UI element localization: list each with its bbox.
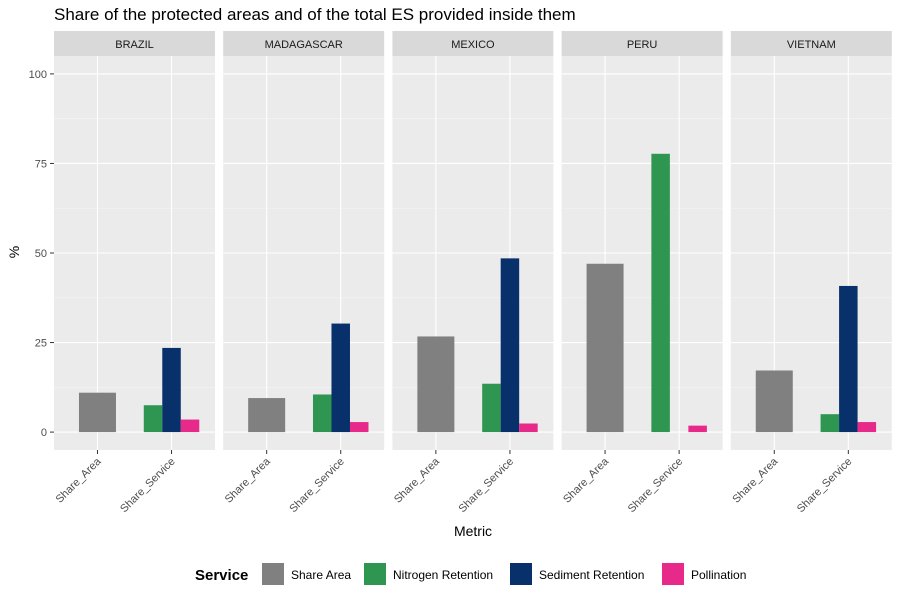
x-tick-label: Share_Area <box>730 455 781 506</box>
legend-key-sediment-retention <box>510 563 532 585</box>
legend: Service Share Area Nitrogen Retention Sedi… <box>195 563 746 585</box>
y-axis: 0 25 50 75 100 <box>29 69 54 439</box>
legend-label: Nitrogen Retention <box>393 568 493 582</box>
facet-vietnam: VIETNAM Share_Area Share_Service <box>730 31 892 516</box>
chart-title: Share of the protected areas and of the … <box>54 5 576 24</box>
bar-sediment-retention <box>839 285 858 433</box>
facet-peru: PERU Share_Area Share_Service <box>561 31 723 516</box>
bar-share-area <box>78 392 116 433</box>
legend-key-share-area <box>262 563 284 585</box>
y-tick-label: 0 <box>41 427 47 439</box>
y-tick-label: 50 <box>35 248 47 260</box>
bar-sediment-retention <box>331 323 350 433</box>
bar-pollination <box>857 422 877 433</box>
bar-nitrogen-retention <box>651 153 670 433</box>
y-tick-label: 100 <box>29 69 47 81</box>
y-axis-title: % <box>6 246 22 258</box>
bar-nitrogen-retention <box>312 394 332 433</box>
facet-strip <box>392 31 554 56</box>
x-tick-label: Share_Service <box>626 456 686 516</box>
x-tick-label: Share_Service <box>118 456 178 516</box>
bar-pollination <box>519 423 538 433</box>
legend-key-nitrogen-retention <box>364 563 386 585</box>
x-tick-label: Share_Service <box>457 456 517 516</box>
bar-share-area <box>417 336 455 433</box>
legend-label: Sediment Retention <box>539 568 644 582</box>
facet-strip-label: BRAZIL <box>115 39 154 51</box>
bar-share-area <box>248 398 286 433</box>
x-tick-label: Share_Service <box>795 456 855 516</box>
x-tick-label: Share_Area <box>561 455 612 506</box>
legend-label: Pollination <box>691 568 746 582</box>
bar-share-area <box>755 370 793 433</box>
facet-panels: BRAZIL Share_Area Share_Service MADAGASCAR S… <box>54 31 892 515</box>
x-axis-title: Metric <box>454 523 492 539</box>
y-tick-label: 75 <box>35 158 47 170</box>
bar-share-area <box>586 263 624 433</box>
x-tick-label: Share_Service <box>287 456 347 516</box>
bar-pollination <box>688 425 707 433</box>
bar-nitrogen-retention <box>820 414 840 433</box>
facet-strip <box>54 31 215 56</box>
facet-strip-label: PERU <box>627 39 658 51</box>
facet-strip <box>561 31 723 56</box>
facet-strip <box>223 31 385 56</box>
facet-brazil: BRAZIL Share_Area Share_Service <box>54 31 215 515</box>
facet-strip <box>730 31 892 56</box>
facet-madagascar: MADAGASCAR Share_Area Share_Service <box>223 31 385 516</box>
legend-title: Service <box>195 567 248 584</box>
facet-strip-label: VIETNAM <box>787 39 836 51</box>
bar-sediment-retention <box>500 258 520 433</box>
bar-nitrogen-retention <box>482 383 501 433</box>
bar-nitrogen-retention <box>143 405 163 433</box>
x-tick-label: Share_Area <box>54 455 105 506</box>
legend-label: Share Area <box>291 568 351 582</box>
bar-pollination <box>349 422 369 433</box>
facet-strip-label: MEXICO <box>451 39 495 51</box>
y-tick-label: 25 <box>35 338 47 350</box>
x-tick-label: Share_Area <box>223 455 274 506</box>
x-tick-label: Share_Area <box>392 455 443 506</box>
facet-mexico: MEXICO Share_Area Share_Service <box>392 31 554 516</box>
bar-sediment-retention <box>162 347 181 433</box>
bar-pollination <box>180 419 200 433</box>
facet-strip-label: MADAGASCAR <box>265 39 343 51</box>
legend-key-pollination <box>662 563 684 585</box>
